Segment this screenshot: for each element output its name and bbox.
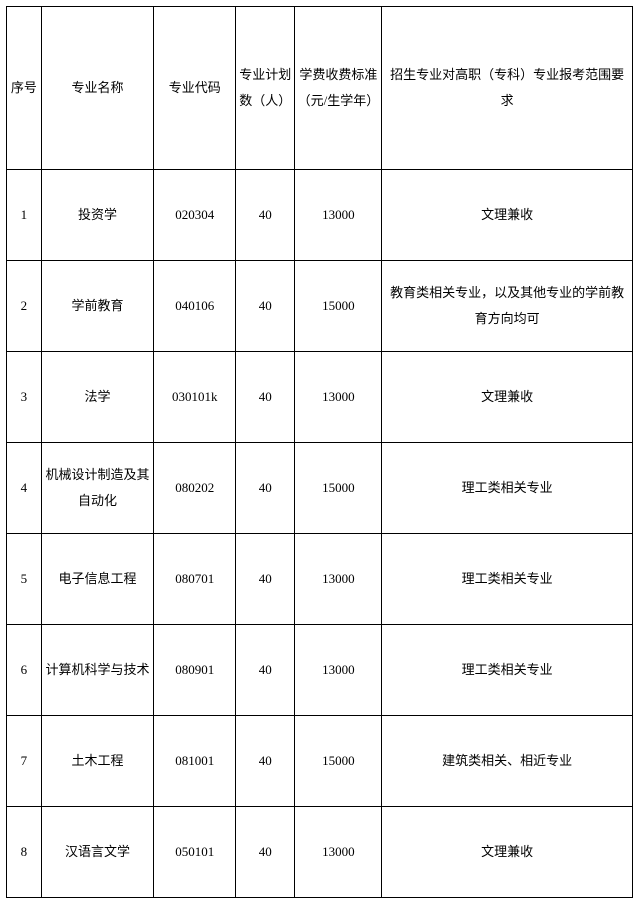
cell-req: 文理兼收 xyxy=(382,352,633,443)
cell-req: 文理兼收 xyxy=(382,807,633,898)
cell-plan: 40 xyxy=(236,443,295,534)
cell-major-code: 081001 xyxy=(154,716,236,807)
cell-index: 5 xyxy=(7,534,42,625)
cell-index: 4 xyxy=(7,443,42,534)
cell-major-name: 投资学 xyxy=(41,170,154,261)
col-header-major-name: 专业名称 xyxy=(41,7,154,170)
cell-major-name: 学前教育 xyxy=(41,261,154,352)
cell-major-code: 050101 xyxy=(154,807,236,898)
cell-major-code: 080901 xyxy=(154,625,236,716)
cell-plan: 40 xyxy=(236,170,295,261)
cell-major-code: 080202 xyxy=(154,443,236,534)
col-header-tuition: 学费收费标准（元/生学年） xyxy=(295,7,382,170)
col-header-index: 序号 xyxy=(7,7,42,170)
cell-plan: 40 xyxy=(236,625,295,716)
cell-fee: 15000 xyxy=(295,261,382,352)
table-row: 6 计算机科学与技术 080901 40 13000 理工类相关专业 xyxy=(7,625,633,716)
cell-req: 教育类相关专业，以及其他专业的学前教育方向均可 xyxy=(382,261,633,352)
table-body: 1 投资学 020304 40 13000 文理兼收 2 学前教育 040106… xyxy=(7,170,633,898)
col-header-plan-count: 专业计划数（人） xyxy=(236,7,295,170)
table-container: 序号 专业名称 专业代码 专业计划数（人） 学费收费标准（元/生学年） 招生专业… xyxy=(0,0,639,904)
cell-major-name: 计算机科学与技术 xyxy=(41,625,154,716)
cell-index: 1 xyxy=(7,170,42,261)
cell-fee: 13000 xyxy=(295,807,382,898)
cell-req: 理工类相关专业 xyxy=(382,443,633,534)
cell-plan: 40 xyxy=(236,807,295,898)
table-row: 2 学前教育 040106 40 15000 教育类相关专业，以及其他专业的学前… xyxy=(7,261,633,352)
cell-major-name: 电子信息工程 xyxy=(41,534,154,625)
table-row: 7 土木工程 081001 40 15000 建筑类相关、相近专业 xyxy=(7,716,633,807)
col-header-major-code: 专业代码 xyxy=(154,7,236,170)
cell-index: 2 xyxy=(7,261,42,352)
table-header-row: 序号 专业名称 专业代码 专业计划数（人） 学费收费标准（元/生学年） 招生专业… xyxy=(7,7,633,170)
cell-major-code: 020304 xyxy=(154,170,236,261)
cell-fee: 13000 xyxy=(295,352,382,443)
cell-major-name: 土木工程 xyxy=(41,716,154,807)
cell-plan: 40 xyxy=(236,534,295,625)
majors-table: 序号 专业名称 专业代码 专业计划数（人） 学费收费标准（元/生学年） 招生专业… xyxy=(6,6,633,898)
cell-major-name: 汉语言文学 xyxy=(41,807,154,898)
cell-plan: 40 xyxy=(236,352,295,443)
cell-index: 3 xyxy=(7,352,42,443)
col-header-requirement: 招生专业对高职（专科）专业报考范围要求 xyxy=(382,7,633,170)
cell-req: 文理兼收 xyxy=(382,170,633,261)
cell-plan: 40 xyxy=(236,716,295,807)
cell-major-name: 法学 xyxy=(41,352,154,443)
table-row: 5 电子信息工程 080701 40 13000 理工类相关专业 xyxy=(7,534,633,625)
cell-req: 理工类相关专业 xyxy=(382,625,633,716)
table-row: 8 汉语言文学 050101 40 13000 文理兼收 xyxy=(7,807,633,898)
cell-fee: 13000 xyxy=(295,625,382,716)
cell-major-code: 080701 xyxy=(154,534,236,625)
table-row: 1 投资学 020304 40 13000 文理兼收 xyxy=(7,170,633,261)
cell-req: 建筑类相关、相近专业 xyxy=(382,716,633,807)
cell-index: 8 xyxy=(7,807,42,898)
table-row: 4 机械设计制造及其自动化 080202 40 15000 理工类相关专业 xyxy=(7,443,633,534)
cell-fee: 13000 xyxy=(295,534,382,625)
table-row: 3 法学 030101k 40 13000 文理兼收 xyxy=(7,352,633,443)
cell-index: 6 xyxy=(7,625,42,716)
cell-major-code: 040106 xyxy=(154,261,236,352)
cell-req: 理工类相关专业 xyxy=(382,534,633,625)
cell-major-code: 030101k xyxy=(154,352,236,443)
cell-fee: 15000 xyxy=(295,716,382,807)
cell-fee: 15000 xyxy=(295,443,382,534)
cell-index: 7 xyxy=(7,716,42,807)
cell-major-name: 机械设计制造及其自动化 xyxy=(41,443,154,534)
cell-plan: 40 xyxy=(236,261,295,352)
cell-fee: 13000 xyxy=(295,170,382,261)
